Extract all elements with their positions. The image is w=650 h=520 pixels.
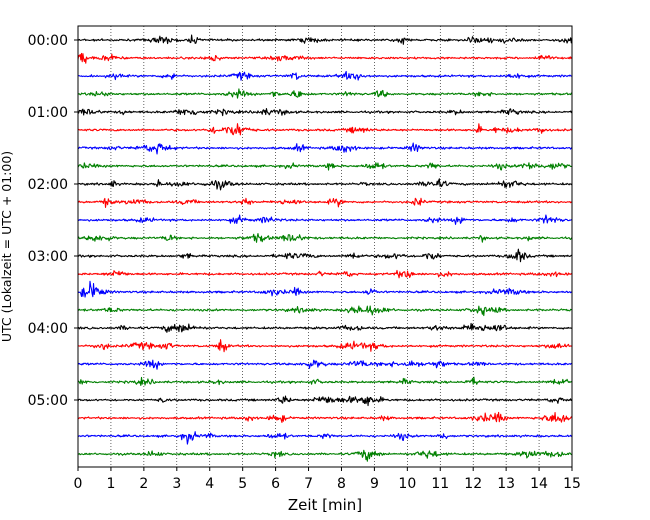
x-tick-label-8: 8 [337, 476, 346, 492]
seismogram-traces [77, 34, 573, 462]
x-tick-label-13: 13 [497, 476, 515, 492]
y-tick-label-5: 05:00 [28, 393, 68, 409]
x-tick-label-2: 2 [139, 476, 148, 492]
x-tick-label-9: 9 [370, 476, 379, 492]
trace-0430 [77, 359, 573, 370]
x-tick-label-6: 6 [271, 476, 280, 492]
y-tick-label-1: 01:00 [28, 105, 68, 121]
trace-0400 [77, 322, 573, 333]
trace-0200 [77, 178, 573, 191]
y-tick-label-4: 04:00 [28, 321, 68, 337]
trace-0545 [77, 449, 573, 462]
x-tick-label-10: 10 [398, 476, 416, 492]
x-tick-label-12: 12 [464, 476, 482, 492]
trace-0145 [77, 162, 573, 171]
trace-0230 [77, 214, 573, 225]
trace-0515 [77, 411, 573, 424]
trace-0445 [77, 376, 573, 387]
x-tick-label-14: 14 [530, 476, 548, 492]
trace-0315 [77, 269, 573, 279]
trace-0330 [77, 280, 573, 298]
trace-0500 [77, 395, 573, 407]
x-tick-label-3: 3 [172, 476, 181, 492]
x-tick-label-4: 4 [205, 476, 214, 492]
y-axis-ticks: 00:00 01:00 02:00 03:00 04:00 05:00 [28, 33, 78, 409]
trace-0300 [77, 248, 573, 263]
x-tick-label-11: 11 [431, 476, 449, 492]
trace-0130 [77, 142, 573, 155]
x-tick-label-7: 7 [304, 476, 313, 492]
plot-frame [77, 25, 573, 468]
y-axis-label: UTC (Lokalzeit = UTC + 01:00) [0, 151, 14, 342]
x-tick-label-15: 15 [563, 476, 581, 492]
trace-0115 [77, 123, 573, 136]
trace-0245 [77, 233, 573, 243]
x-tick-label-1: 1 [106, 476, 115, 492]
trace-0030 [77, 70, 573, 81]
trace-0100 [77, 108, 573, 117]
x-tick-label-5: 5 [238, 476, 247, 492]
x-axis-ticks: 0 1 2 3 4 5 6 7 8 9 10 11 12 13 14 15 [74, 467, 581, 492]
trace-0045 [77, 88, 573, 99]
trace-0530 [77, 431, 573, 445]
y-tick-label-3: 03:00 [28, 249, 68, 265]
y-tick-label-2: 02:00 [28, 177, 68, 193]
y-tick-label-0: 00:00 [28, 33, 68, 49]
x-tick-label-0: 0 [74, 476, 83, 492]
trace-0345 [77, 305, 573, 317]
x-axis-label: Zeit [min] [288, 496, 362, 514]
trace-0415 [77, 339, 573, 353]
trace-0000 [77, 34, 573, 45]
trace-0015 [77, 52, 573, 64]
trace-0215 [77, 197, 573, 208]
grid-lines [110, 26, 540, 467]
